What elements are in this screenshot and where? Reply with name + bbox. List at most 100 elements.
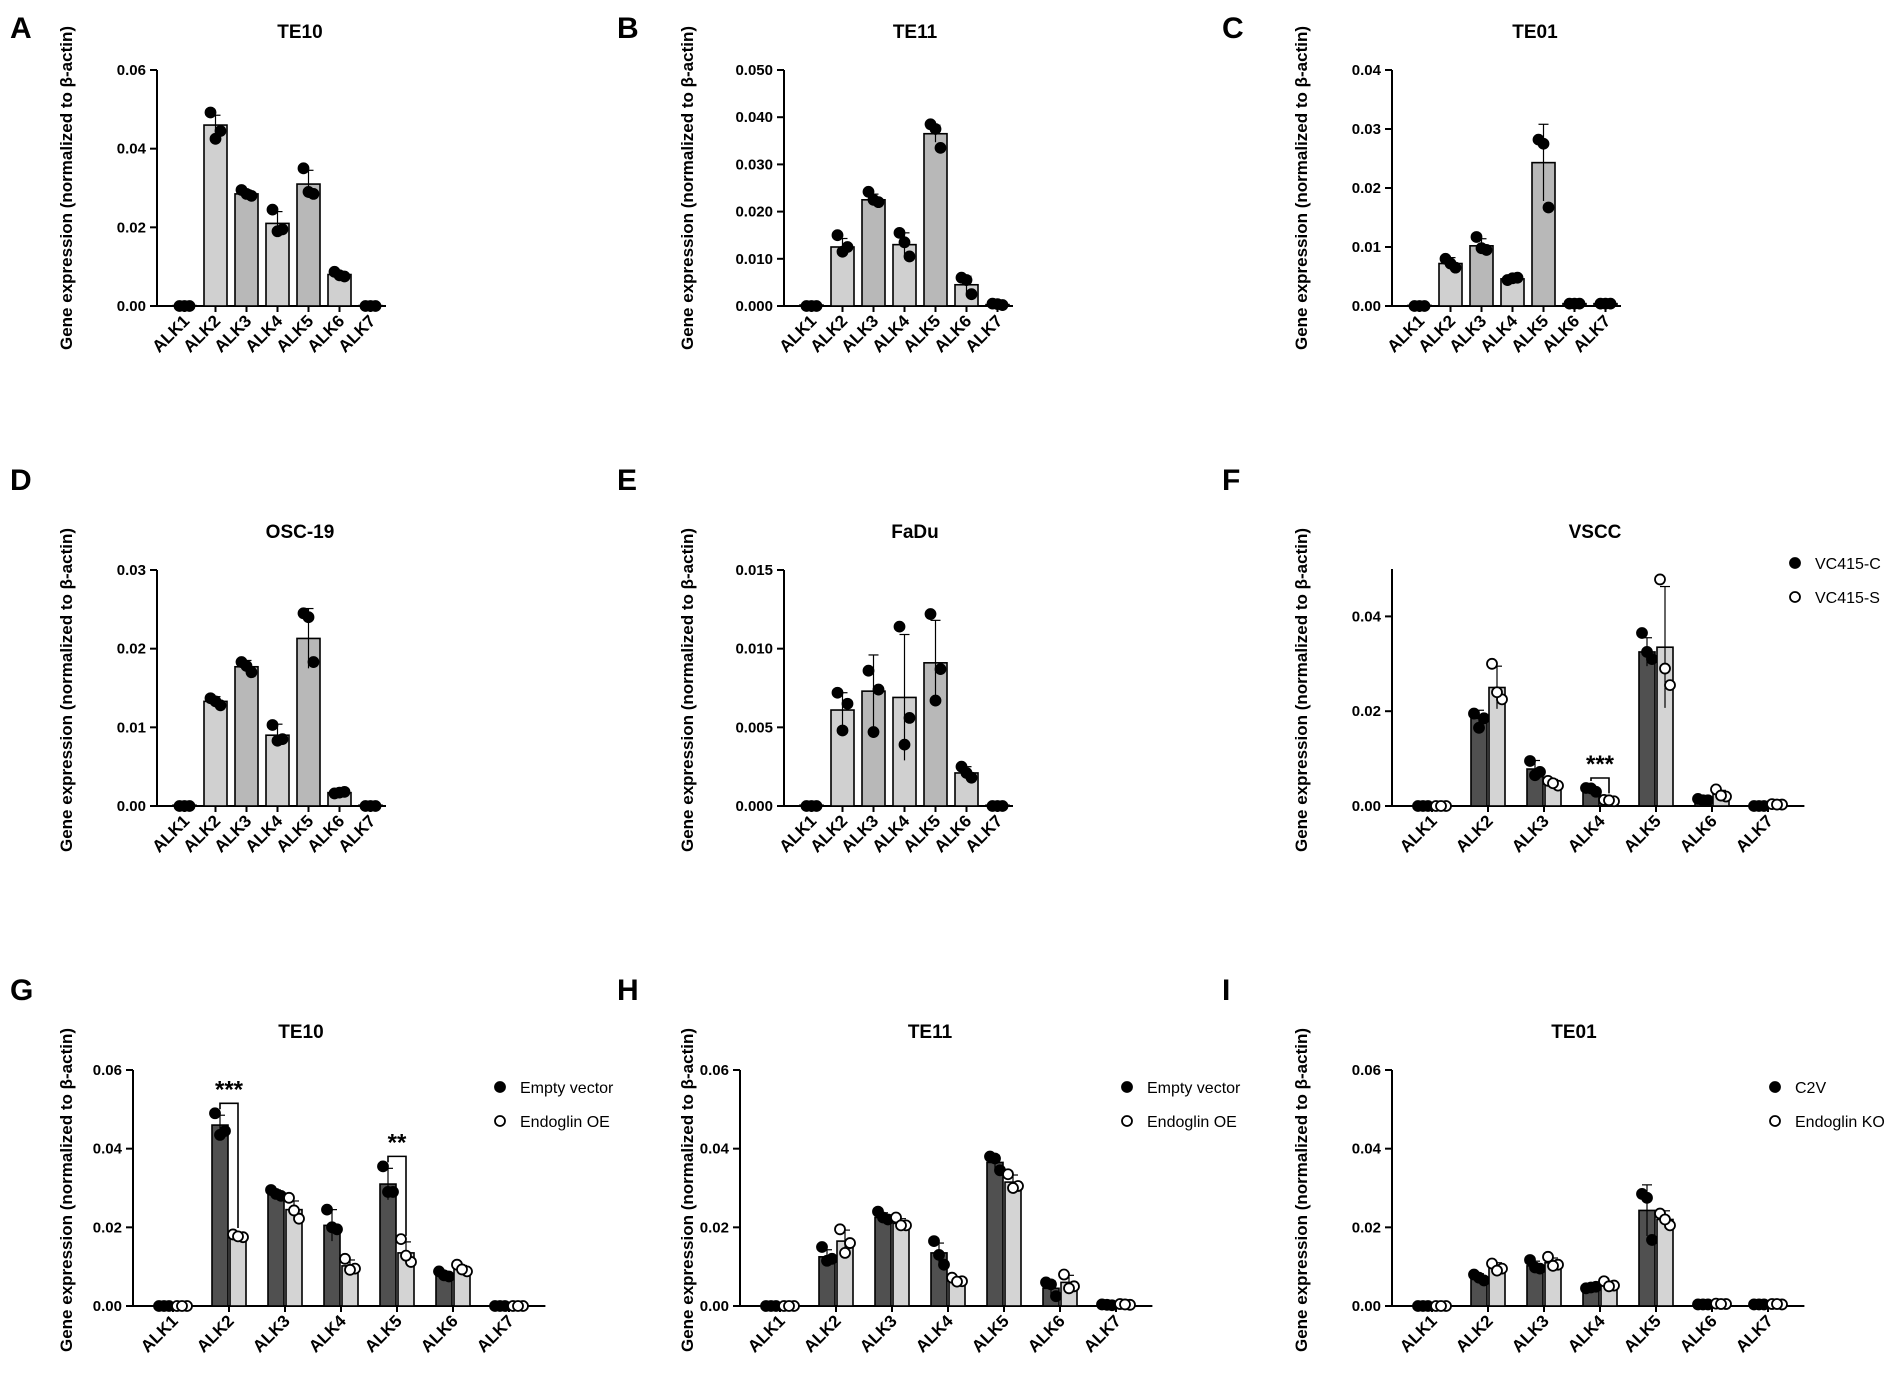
x-tick-label: ALK3 [856,1311,901,1356]
data-point [834,1223,846,1236]
y-tick-label: 0.040 [735,109,773,126]
data-point [1475,242,1488,255]
y-axis-label: Gene expression (normalized to β-actin) [57,1028,76,1352]
y-tick-label: 0.00 [1352,298,1381,315]
data-point [924,608,937,620]
chart-title: FaDu [891,522,939,543]
data-point [209,1107,221,1120]
data-point [1654,573,1666,586]
chart-title: TE10 [277,22,322,43]
data-point [209,695,222,708]
data-point [831,686,844,699]
data-point [1568,297,1581,310]
data-point [339,1252,351,1265]
x-tick-label: ALK4 [1564,1311,1609,1356]
y-tick-label: 0.02 [1352,703,1381,720]
panel-g: G TE10 Gene expression (normalized to β-ac… [10,974,614,1356]
data-point [1050,1290,1062,1303]
data-point [326,1221,338,1234]
bar [234,193,259,307]
bar [203,700,228,807]
x-tick-label: ALK3 [249,1311,294,1356]
x-tick-label: ALK3 [1508,811,1553,856]
data-point [266,719,279,731]
data-point [333,269,346,282]
legend-marker [1769,1081,1781,1093]
legend-label: Empty vector [1147,1080,1241,1097]
legend-marker [1789,591,1801,603]
y-tick-label: 0.00 [93,1298,122,1315]
significance-label: *** [215,1076,244,1103]
y-axis-label: Gene expression (normalized to β-actin) [1292,528,1311,852]
data-point [1697,1298,1709,1311]
y-axis-label: Gene expression (normalized to β-actin) [57,26,76,350]
x-tick-label: ALK1 [1396,1311,1441,1356]
data-point [1603,794,1615,807]
bar [203,124,228,307]
data-point [934,663,947,676]
data-point [903,711,916,724]
data-point [364,300,377,312]
legend-marker [494,1081,506,1093]
data-point [1473,721,1485,734]
data-point [240,660,253,672]
data-point [929,123,942,135]
y-tick-label: 0.04 [117,141,147,158]
data-point [951,1275,963,1288]
data-point [1058,1268,1070,1281]
data-point [178,300,191,312]
chart-title: OSC-19 [266,522,335,543]
data-point [512,1300,524,1312]
data-point [1697,794,1709,807]
legend-label: VC415-C [1815,556,1881,573]
x-tick-label: ALK5 [1620,1311,1665,1356]
data-point [893,226,906,239]
data-point [400,1249,412,1262]
panel-letter: D [10,464,32,497]
data-point [1506,272,1519,285]
y-axis-label: Gene expression (normalized to β-actin) [678,1028,697,1352]
y-tick-label: 0.050 [735,62,773,79]
data-point [989,1152,1001,1165]
panel-h: H TE11 Gene expression (normalized to β-ac… [617,974,1241,1356]
y-tick-label: 0.00 [1352,1298,1381,1315]
data-point [1659,662,1671,675]
data-point [1641,1191,1653,1204]
data-point [991,800,1004,812]
legend-marker [1121,1115,1133,1127]
data-point [456,1263,468,1276]
panel-letter: A [10,12,32,45]
panel-letter: H [617,974,639,1007]
data-point [382,1186,394,1198]
data-point [1444,257,1457,270]
y-tick-label: 0.02 [700,1219,729,1236]
data-point [783,1300,795,1312]
data-point [1537,137,1550,150]
data-point [1063,1282,1075,1295]
data-point [1045,1278,1057,1291]
legend-marker [494,1115,506,1127]
data-point [1585,1281,1597,1294]
y-tick-label: 0.02 [1352,1219,1381,1236]
data-point [844,1237,856,1249]
data-point [1542,201,1555,214]
x-tick-label: ALK7 [1732,811,1777,856]
panel-e: E FaDu Gene expression (normalized to β-ac… [617,464,1013,856]
x-tick-label: ALK6 [1676,811,1721,856]
data-point [929,694,942,707]
data-point [1603,1280,1615,1293]
data-point [240,187,253,200]
data-point [283,1191,295,1204]
data-point [178,800,191,812]
y-tick-label: 0.00 [1352,798,1381,815]
data-point [1646,1234,1658,1246]
significance-label: ** [388,1129,407,1156]
legend-marker [1121,1081,1133,1093]
data-point [377,1160,389,1173]
data-point [965,288,978,301]
y-axis-label: Gene expression (normalized to β-actin) [57,528,76,852]
y-tick-label: 0.02 [117,219,146,236]
data-point [893,620,906,633]
data-point [836,724,849,737]
data-point [903,250,916,263]
